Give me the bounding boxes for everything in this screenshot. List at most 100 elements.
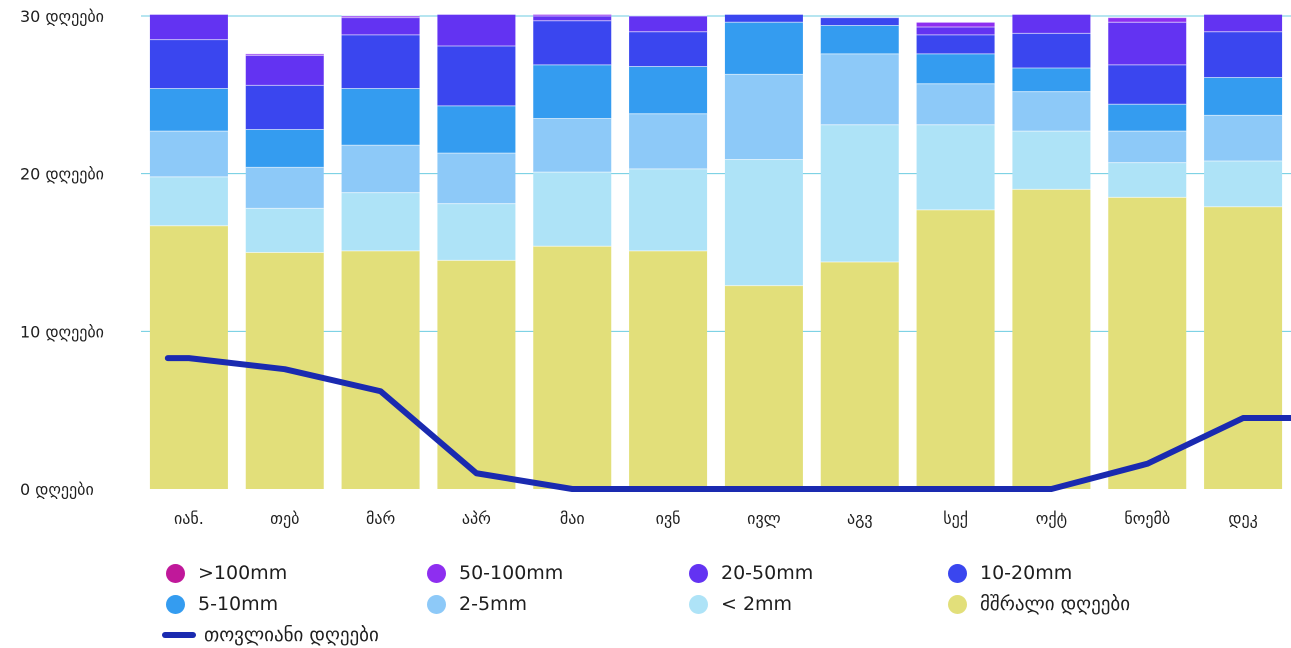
bar-segment (820, 261, 899, 489)
bar-segment (916, 34, 995, 54)
bar-segment (724, 285, 803, 489)
bar-segment (437, 260, 516, 489)
legend-label: 10-20mm (980, 562, 1073, 584)
x-tick-label: ნოემბ (1124, 509, 1170, 528)
bar-segment (724, 14, 803, 23)
bar-segment (437, 45, 516, 106)
bar-segment (341, 17, 420, 35)
legend-label: თოვლიანი დღეები (204, 624, 379, 646)
legend-dot-swatch (948, 563, 967, 583)
bar-segment (149, 131, 228, 177)
bar-segment (1108, 22, 1187, 65)
grid-lines (141, 15, 1291, 332)
bar-segment (1108, 131, 1187, 163)
bar-segment (820, 25, 899, 54)
bar-segment (533, 118, 612, 173)
legend-dot-swatch (689, 563, 708, 583)
bar-segment (1204, 14, 1283, 32)
legend-item[interactable]: თოვლიანი დღეები (162, 622, 379, 648)
legend-item[interactable]: 20-50mm (689, 560, 813, 586)
bar-segment (533, 64, 612, 119)
bar-segment (245, 55, 324, 86)
bar-segment (245, 167, 324, 209)
legend-item[interactable]: მშრალი დღეები (948, 591, 1130, 617)
legend-item[interactable]: 2-5mm (427, 591, 527, 617)
x-tick-label: სექ (943, 509, 968, 528)
x-tick-label: ივნ (656, 509, 681, 528)
bar-segment (245, 129, 324, 168)
y-tick-label: 10 დღეები (20, 322, 104, 341)
bar-segment (149, 176, 228, 226)
bar-segment (437, 105, 516, 154)
bar-segment (341, 192, 420, 251)
bar-segment (341, 16, 420, 18)
legend-item[interactable]: 5-10mm (166, 591, 278, 617)
x-tick-label: აგვ (847, 509, 873, 528)
bar-segment (341, 88, 420, 146)
bar-segment (533, 16, 612, 21)
bar-segment (1108, 197, 1187, 490)
legend-item[interactable]: < 2mm (689, 591, 792, 617)
x-tick-label: ოქტ (1036, 509, 1067, 528)
bar-segment (916, 22, 995, 28)
bar-segment (149, 39, 228, 89)
bar-segment (1012, 189, 1091, 489)
legend-dot-swatch (427, 594, 446, 614)
x-tick-label: მარ (366, 509, 395, 528)
legend-dot-swatch (427, 563, 446, 583)
bar-segment (341, 250, 420, 489)
bar-segment (341, 34, 420, 89)
legend-item[interactable]: 10-20mm (948, 560, 1072, 586)
bar-segment (724, 74, 803, 160)
bar-segment (1108, 17, 1187, 23)
x-tick-label: დეკ (1228, 509, 1257, 528)
bar-segment (1204, 115, 1283, 162)
bar-segment (1012, 68, 1091, 92)
legend-item[interactable]: 50-100mm (427, 560, 563, 586)
legend-label: >100mm (198, 562, 288, 584)
x-tick-label: იან. (174, 509, 204, 528)
legend-label: 2-5mm (459, 593, 528, 615)
bar-segment (629, 31, 708, 67)
legend-item[interactable]: >100mm (166, 560, 287, 586)
bar-segment (916, 209, 995, 489)
y-tick-label: 20 დღეები (20, 165, 104, 184)
x-axis-tick-labels: იან. თებ მარ აპრ მაი ივნ ივლ აგვ სექ ოქტ ნოემბ დეკ (174, 509, 1258, 528)
chart-legend: >100mm 50-100mm 20-50mm 10-20mm 5-10mm 2-5mm <… (0, 556, 1291, 648)
bar-segment (1108, 104, 1187, 132)
bar-segment (1108, 162, 1187, 198)
bar-segment (629, 16, 708, 32)
bar-segment (916, 53, 995, 84)
bar-segment (916, 124, 995, 210)
bar-segment (1012, 14, 1091, 34)
bar-segment (437, 14, 516, 46)
bar-segment (1204, 77, 1283, 116)
bar-segment (916, 83, 995, 125)
bar-segment (820, 53, 899, 125)
legend-dot-swatch (166, 563, 185, 583)
x-tick-label: აპრ (462, 509, 491, 528)
weather-days-chart: 0 დღეები 10 დღეები 20 დღეები 30 დღეები იან.… (20, 7, 1291, 528)
bar-segment (437, 153, 516, 204)
bar-segment (533, 172, 612, 247)
snow-days-line-path (164, 355, 1291, 492)
bar-segment (1204, 206, 1283, 489)
bar-segment (629, 113, 708, 169)
bar-segment (1012, 91, 1091, 132)
bar-segment (341, 145, 420, 193)
bar-segment (533, 14, 612, 16)
bar-segment (724, 22, 803, 75)
legend-dot-swatch (948, 594, 967, 614)
legend-label: 20-50mm (721, 562, 814, 584)
bar-segment (1204, 31, 1283, 78)
bar-segment (245, 85, 324, 130)
bar-segment (1012, 131, 1091, 190)
bar-segment (820, 17, 899, 26)
bar-segment (820, 124, 899, 262)
bar-segment (629, 66, 708, 114)
legend-label: < 2mm (721, 593, 793, 615)
legend-label: 50-100mm (459, 562, 564, 584)
x-tick-label: ივლ (747, 509, 781, 528)
bar-segment (437, 203, 516, 261)
bar-segment (245, 208, 324, 253)
